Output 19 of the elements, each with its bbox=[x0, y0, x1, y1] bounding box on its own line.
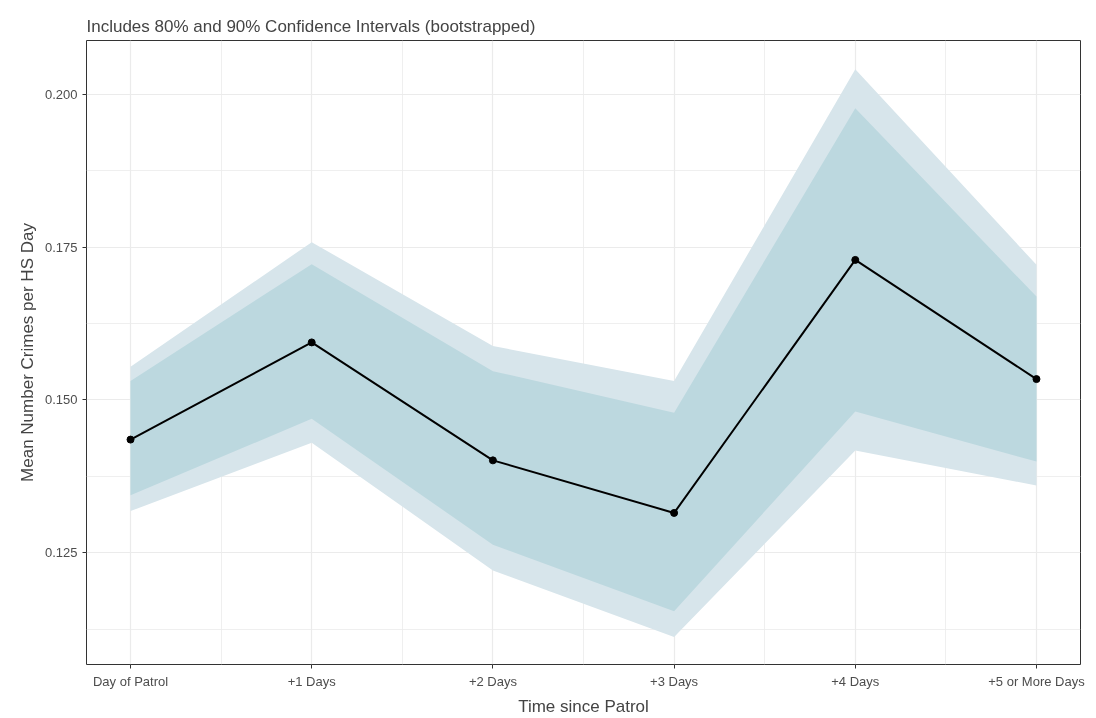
x-axis-title: Time since Patrol bbox=[518, 696, 649, 716]
x-tick-label: +3 Days bbox=[650, 673, 699, 689]
x-tick-label: +4 Days bbox=[831, 673, 880, 689]
y-tick-label: 0.175 bbox=[44, 239, 78, 255]
point bbox=[1032, 375, 1041, 384]
x-tick-label: +5 or More Days bbox=[988, 673, 1086, 689]
chart-title: Includes 80% and 90% Confidence Intervals (bootstrapped) bbox=[86, 16, 536, 36]
x-tick-label: +1 Days bbox=[287, 673, 337, 689]
point bbox=[307, 338, 316, 347]
x-tick-label: +2 Days bbox=[468, 673, 518, 689]
y-axis-title: Mean Number Crimes per HS Day bbox=[17, 222, 37, 482]
point bbox=[851, 255, 860, 264]
point bbox=[126, 435, 135, 444]
point bbox=[488, 456, 497, 465]
y-tick-label: 0.200 bbox=[44, 86, 78, 102]
x-tick-label: Day of Patrol bbox=[92, 673, 169, 689]
y-tick-label: 0.150 bbox=[44, 392, 78, 408]
point bbox=[670, 508, 679, 517]
y-tick-label: 0.125 bbox=[44, 545, 78, 561]
